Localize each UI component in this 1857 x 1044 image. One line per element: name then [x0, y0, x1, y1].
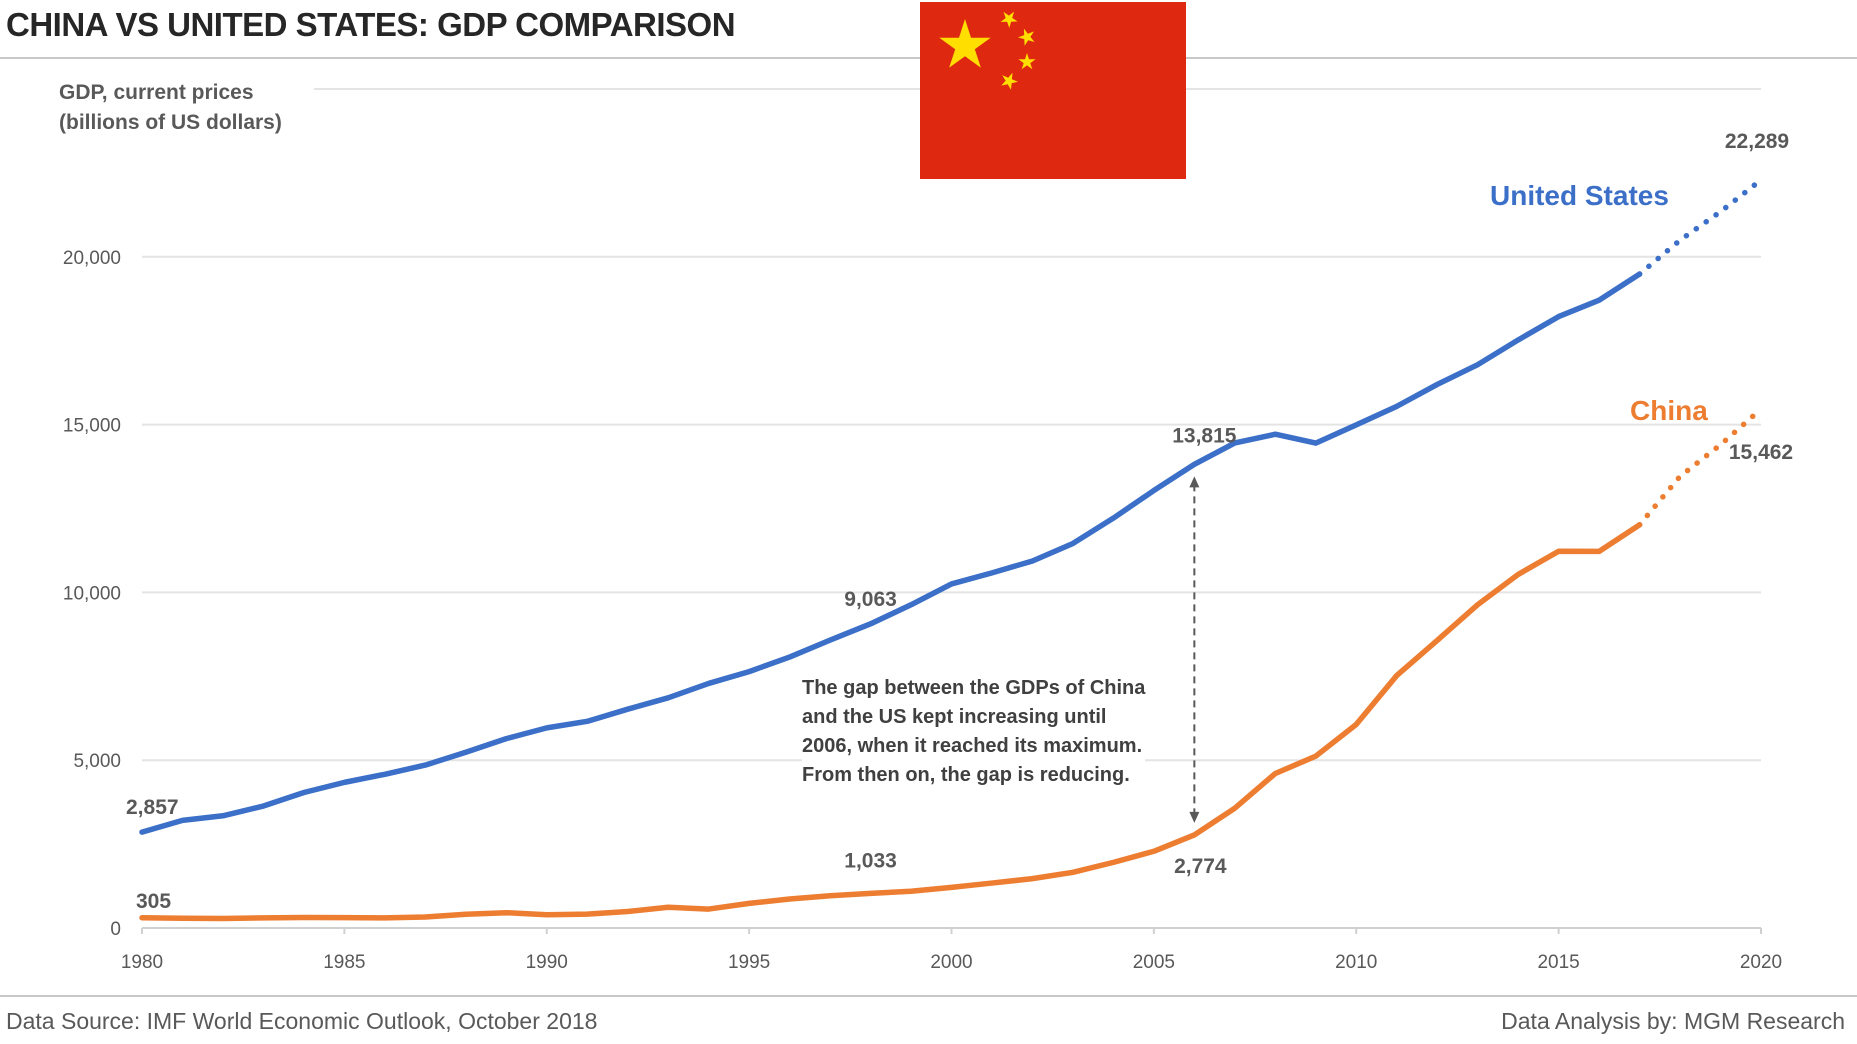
- annotation-line: and the US kept increasing until: [802, 706, 1107, 728]
- data-label: 13,815: [1172, 424, 1237, 447]
- y-tick-label: 5,000: [73, 751, 121, 772]
- data-label: 305: [136, 890, 171, 913]
- annotation-line: 2006, when it reached its maximum.: [802, 735, 1143, 757]
- x-tick-label: 2010: [1335, 952, 1377, 973]
- x-tick-label: 1980: [121, 952, 163, 973]
- y-tick-label: 10,000: [63, 583, 121, 604]
- china-line: [139, 522, 1643, 922]
- x-tick-label: 2000: [930, 952, 972, 973]
- data-label: 2,774: [1174, 855, 1227, 878]
- flag-field: [920, 2, 1186, 179]
- data-label: 1,033: [844, 849, 897, 872]
- x-tick-label: 1985: [323, 952, 365, 973]
- x-tick-label: 1990: [526, 952, 568, 973]
- annotation-line: The gap between the GDPs of China: [802, 677, 1146, 699]
- y-tick-label: 15,000: [63, 416, 121, 437]
- data-label: 2,857: [126, 796, 179, 819]
- data-label: 22,289: [1725, 130, 1789, 153]
- flag-small-star: [1018, 28, 1035, 46]
- data-source: Data Source: IMF World Economic Outlook,…: [6, 1008, 598, 1034]
- label-backdrop: [1622, 386, 1722, 422]
- legend-china: China: [1630, 395, 1708, 426]
- united-states-projection-line: [1636, 177, 1764, 277]
- flag-small-star: [1000, 11, 1018, 28]
- y-axis-title: GDP, current prices (billions of US doll…: [59, 78, 282, 138]
- legend-united-states: United States: [1490, 180, 1669, 211]
- y-tick-label: 0: [110, 919, 121, 940]
- data-label: 15,462: [1729, 441, 1793, 464]
- chart-title: CHINA VS UNITED STATES: GDP COMPARISON: [6, 6, 736, 43]
- flag-big-star: [939, 19, 991, 68]
- annotation-line: From then on, the gap is reducing.: [802, 764, 1130, 786]
- analysis-credit: Data Analysis by: MGM Research: [1501, 1008, 1845, 1034]
- gap-annotation: The gap between the GDPs of China and th…: [802, 674, 1146, 790]
- china-flag: [920, 2, 1186, 179]
- y-tick-label: 20,000: [63, 248, 121, 269]
- data-label: 9,063: [844, 588, 897, 611]
- china-projection-line: [1636, 406, 1764, 528]
- x-tick-label: 2020: [1740, 952, 1782, 973]
- flag-small-star: [1018, 53, 1036, 70]
- arrow-head-down: [1189, 811, 1200, 823]
- y-axis-title-line1: GDP, current prices: [59, 81, 254, 104]
- x-tick-label: 1995: [728, 952, 770, 973]
- united-states-line: [139, 271, 1643, 835]
- arrow-head-up: [1189, 476, 1200, 488]
- flag-small-star: [1001, 72, 1018, 90]
- x-tick-label: 2005: [1133, 952, 1175, 973]
- y-axis-title-line2: (billions of US dollars): [59, 111, 282, 134]
- x-tick-label: 2015: [1537, 952, 1579, 973]
